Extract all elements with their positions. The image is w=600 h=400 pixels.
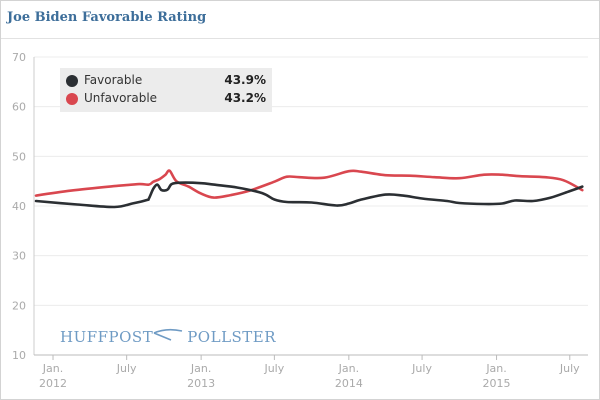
x-tick-year-label: 2013 (187, 377, 215, 390)
x-tick-label: Jan. (42, 362, 63, 375)
legend-marker-unfavorable (66, 93, 78, 105)
title-divider (1, 38, 599, 39)
legend-label-favorable: Favorable (84, 73, 143, 87)
legend-value-unfavorable: 43.2% (224, 91, 266, 105)
legend-item-unfavorable[interactable]: Unfavorable 43.2% (66, 90, 266, 108)
logo-text-huffpost: HUFFPOST (60, 328, 154, 346)
y-tick-label: 20 (12, 299, 26, 312)
x-tick-year-label: 2012 (39, 377, 67, 390)
legend-marker-favorable (66, 75, 78, 87)
y-tick-label: 70 (12, 51, 26, 64)
series-line-unfavorable[interactable] (34, 169, 584, 199)
y-tick-label: 10 (12, 349, 26, 362)
series-lines (34, 169, 584, 209)
chart-title: Joe Biden Favorable Rating (7, 10, 207, 25)
y-tick-label: 60 (12, 101, 26, 114)
legend-value-favorable: 43.9% (224, 73, 266, 87)
y-tick-label: 40 (12, 200, 26, 213)
x-tick-label: Jan. (338, 362, 359, 375)
legend: Favorable 43.9% Unfavorable 43.2% (60, 68, 272, 112)
x-tick-label: July (559, 362, 580, 375)
x-tick-label: July (411, 362, 432, 375)
legend-label-unfavorable: Unfavorable (84, 91, 158, 105)
x-tick-label: July (116, 362, 137, 375)
y-tick-label: 30 (12, 250, 26, 263)
huffpost-pollster-logo: HUFFPOST POLLSTER (60, 328, 276, 346)
x-tick-year-label: 2015 (483, 377, 511, 390)
logo-swoosh-icon (153, 328, 187, 346)
y-tick-label: 50 (12, 150, 26, 163)
x-tick-label: July (263, 362, 284, 375)
x-tick-label: Jan. (190, 362, 211, 375)
axes: 10 20 30 40 50 60 70 Jan. 2012 July Jan. 2013 July Ja… (12, 51, 588, 390)
x-tick-label: Jan. (485, 362, 506, 375)
logo-text-pollster: POLLSTER (187, 328, 277, 346)
x-tick-year-label: 2014 (335, 377, 363, 390)
series-line-favorable[interactable] (34, 181, 584, 209)
legend-item-favorable[interactable]: Favorable 43.9% (66, 72, 266, 90)
